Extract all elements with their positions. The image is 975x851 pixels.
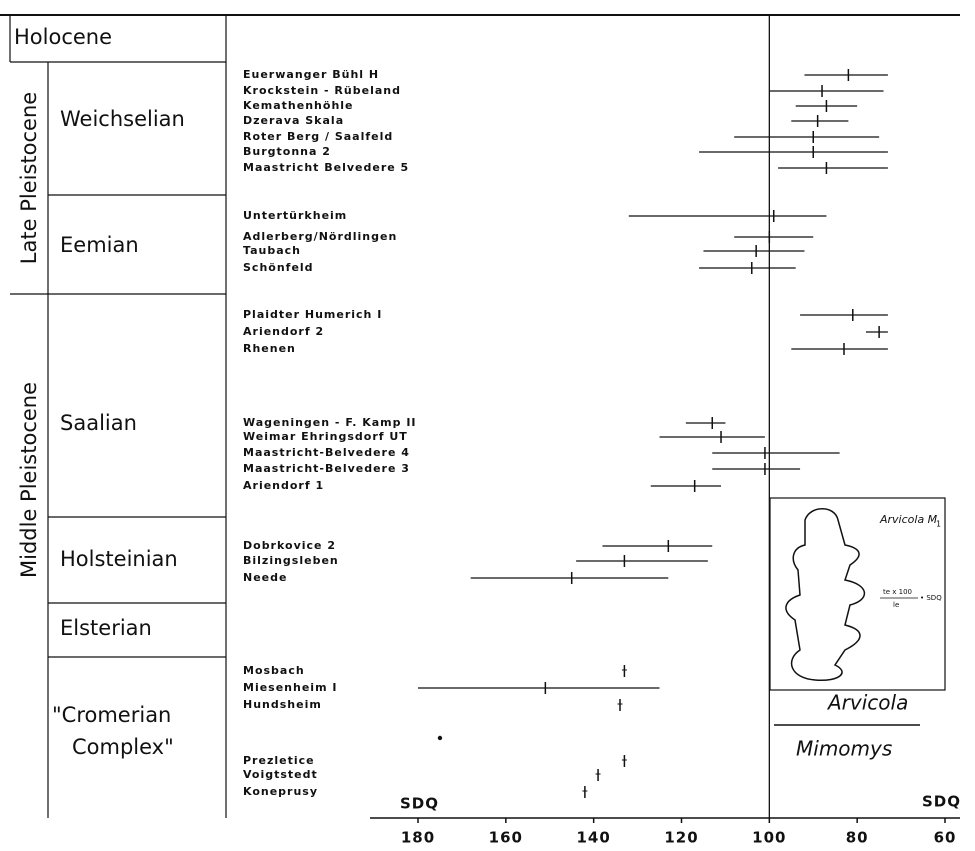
stage-label: Complex" — [72, 735, 174, 759]
x-tick-label: 100 — [752, 829, 786, 847]
site-label: Roter Berg / Saalfeld — [243, 130, 393, 143]
site-label: Maastricht Belvedere 5 — [243, 161, 409, 174]
site-label: Schönfeld — [243, 261, 314, 274]
period-label: Late Pleistocene — [17, 92, 41, 264]
inset-box — [770, 498, 945, 690]
site-label: Maastricht-Belvedere 4 — [243, 446, 410, 459]
x-tick-label: 140 — [577, 829, 611, 847]
site-label: Ariendorf 2 — [243, 325, 324, 338]
formula-denominator: le — [893, 601, 899, 609]
stage-label: Elsterian — [60, 616, 152, 640]
site-label: Euerwanger Bühl H — [243, 68, 379, 81]
strat-frame — [0, 15, 960, 818]
stage-label: Saalian — [60, 411, 137, 435]
genus-label: Mimomys — [796, 737, 892, 761]
site-label: Krockstein - Rübeland — [243, 84, 401, 97]
site-label: Wageningen - F. Kamp II — [243, 416, 417, 429]
site-label: Adlerberg/Nördlingen — [243, 230, 397, 243]
site-label: Hundsheim — [243, 698, 322, 711]
x-tick-label: 120 — [664, 829, 698, 847]
period-label: Middle Pleistocene — [17, 382, 41, 578]
site-label: Miesenheim I — [243, 681, 337, 694]
stage-label: "Cromerian — [52, 703, 171, 727]
stage-label: Holsteinian — [60, 547, 178, 571]
site-label: Burgtonna 2 — [243, 145, 331, 158]
inset-title: Arvicola M — [879, 513, 938, 526]
site-label: Neede — [243, 571, 287, 584]
formula-numerator: te x 100 — [883, 588, 912, 596]
x-axis-label: SDQ — [400, 795, 439, 813]
site-label: Kemathenhöhle — [243, 99, 354, 112]
period-label: Holocene — [14, 25, 112, 49]
stage-label: Weichselian — [60, 107, 185, 131]
x-axis-label: SDQ — [922, 793, 961, 811]
genus-label: Arvicola — [826, 691, 908, 715]
site-label: Voigtstedt — [243, 768, 318, 781]
x-tick-label: 60 — [934, 829, 957, 847]
site-label: Koneprusy — [243, 785, 318, 798]
site-label: Taubach — [243, 244, 301, 257]
site-label: Untertürkheim — [243, 209, 347, 222]
formula-suffix: • SDQ — [920, 594, 942, 602]
x-tick-label: 180 — [401, 829, 435, 847]
site-label: Mosbach — [243, 664, 305, 677]
site-label: Ariendorf 1 — [243, 479, 324, 492]
x-tick-label: 160 — [489, 829, 523, 847]
site-label: Prezletice — [243, 754, 315, 767]
site-label: Bilzingsleben — [243, 554, 339, 567]
point — [438, 736, 442, 740]
site-label: Dobrkovice 2 — [243, 539, 336, 552]
inset-subscript: 1 — [936, 520, 941, 529]
site-label: Weimar Ehringsdorf UT — [243, 430, 408, 443]
site-label: Plaidter Humerich I — [243, 308, 382, 321]
x-tick-label: 80 — [846, 829, 869, 847]
stage-label: Eemian — [60, 233, 139, 257]
site-label: Rhenen — [243, 342, 296, 355]
chart: Holocene Late Pleistocene Middle Pleisto… — [0, 0, 975, 847]
site-label: Dzerava Skala — [243, 114, 344, 127]
site-label: Maastricht-Belvedere 3 — [243, 462, 410, 475]
